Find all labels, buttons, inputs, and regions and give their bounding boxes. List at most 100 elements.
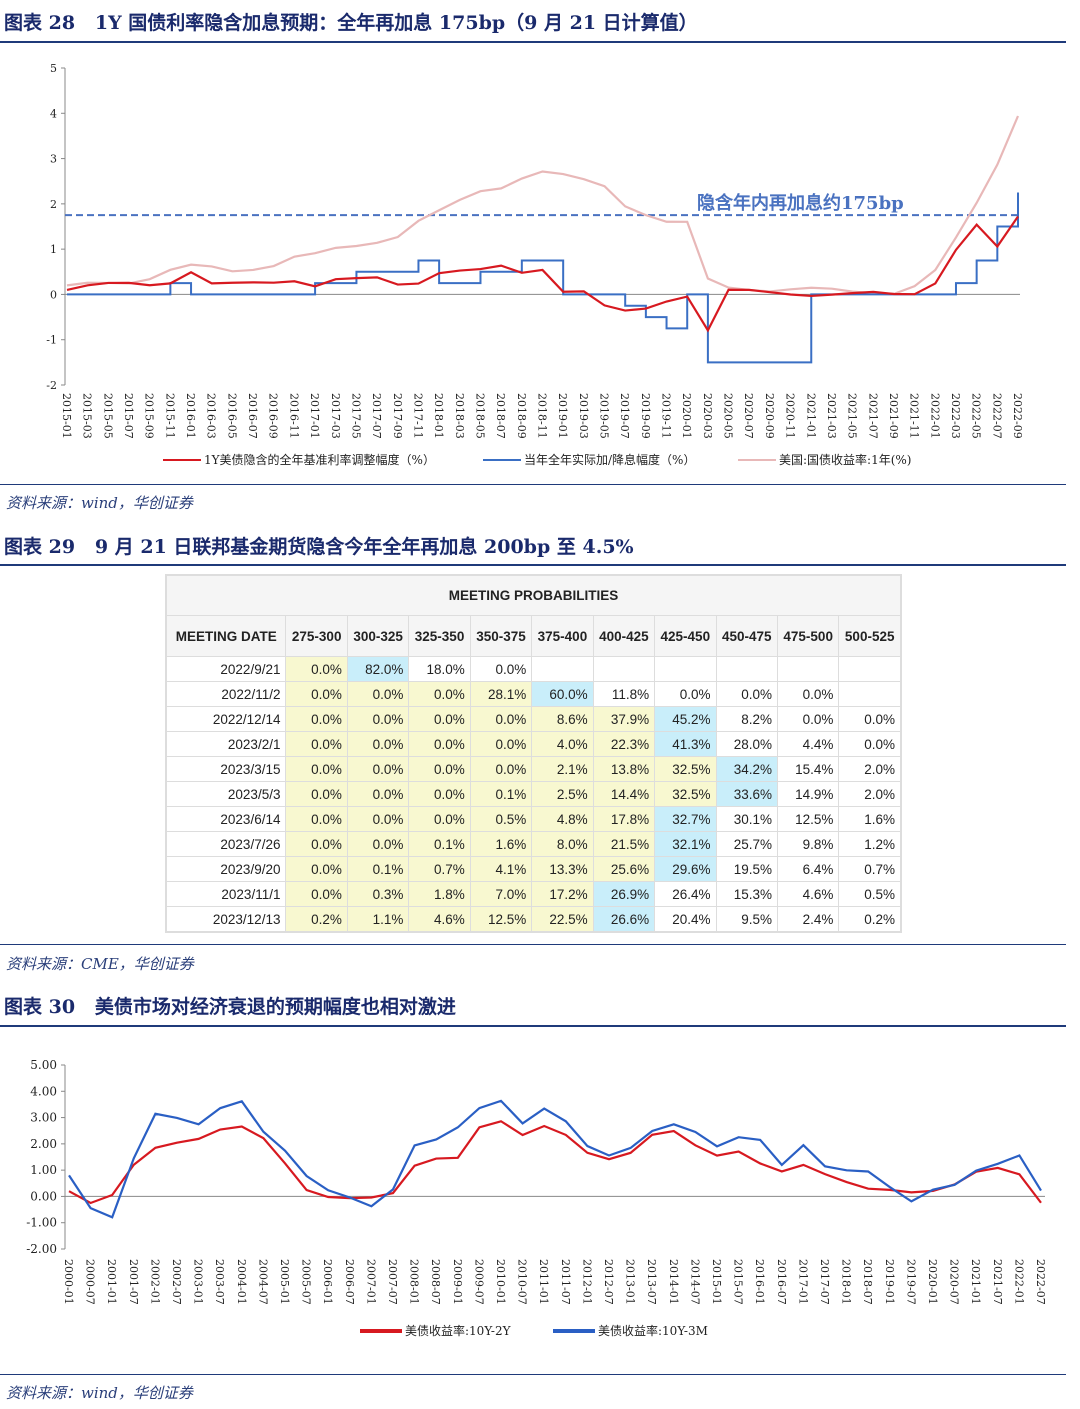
- table-caption: MEETING PROBABILITIES: [165, 574, 902, 616]
- column-header: 350-375: [469, 615, 533, 657]
- title-rule: [0, 1025, 1066, 1027]
- probability-cell: 20.4%: [654, 906, 717, 933]
- x-tick-label: 2019-07: [904, 1259, 917, 1305]
- figure29-title: 图表 29 9 月 21 日联邦基金期货隐含今年全年再加息 200bp 至 4.…: [4, 536, 634, 558]
- probability-cell: 15.4%: [776, 756, 840, 782]
- x-tick-label: 2018-07: [494, 393, 507, 439]
- probability-cell: 4.1%: [469, 856, 533, 882]
- probability-cell: [838, 656, 902, 682]
- probability-cell: 30.1%: [715, 806, 778, 832]
- column-header: 500-525: [838, 615, 902, 657]
- x-tick-label: 2007-01: [364, 1259, 377, 1305]
- column-header: 425-450: [654, 615, 717, 657]
- probability-cell: 0.0%: [285, 806, 348, 832]
- x-tick-label: 2015-03: [81, 393, 94, 439]
- series-line: [67, 192, 1019, 364]
- x-tick-label: 2018-01: [840, 1259, 853, 1305]
- meeting-probabilities-table: MEETING PROBABILITIES MEETING DATE 275-30…: [165, 574, 902, 933]
- probability-cell: 0.0%: [776, 706, 840, 732]
- x-tick-label: 2009-07: [472, 1259, 485, 1305]
- y-tick-label: 5.00: [30, 1058, 57, 1072]
- x-tick-label: 2021-01: [969, 1259, 982, 1305]
- probability-cell: 13.3%: [531, 856, 594, 882]
- probability-cell: 0.7%: [838, 856, 902, 882]
- column-header: 275-300: [285, 615, 348, 657]
- probability-cell: 0.0%: [285, 706, 348, 732]
- probability-cell: 22.3%: [592, 731, 656, 757]
- x-tick-label: 2003-01: [192, 1259, 205, 1305]
- probability-cell: 32.1%: [654, 831, 717, 857]
- y-tick-label: 3: [50, 153, 57, 166]
- probability-cell: 32.5%: [654, 756, 717, 782]
- probability-cell: 0.0%: [346, 831, 410, 857]
- probability-cell: 0.0%: [469, 656, 533, 682]
- probability-cell: 4.8%: [531, 806, 594, 832]
- x-tick-label: 2005-01: [278, 1259, 291, 1305]
- x-tick-label: 2015-05: [101, 393, 114, 439]
- probability-cell: 1.2%: [838, 831, 902, 857]
- x-tick-label: 2003-07: [213, 1259, 226, 1305]
- x-tick-label: 2017-09: [391, 393, 404, 439]
- y-tick-label: 3.00: [30, 1111, 57, 1125]
- x-tick-label: 2016-03: [205, 393, 218, 439]
- x-tick-label: 2017-01: [796, 1259, 809, 1305]
- y-tick-label: 5: [50, 62, 57, 75]
- chart-yield-curve-spreads: 5.00 4.00 3.00 2.00 1.00 0.00 -1.00 -2.00 2000-0…: [26, 1058, 1047, 1338]
- probability-cell: 45.2%: [654, 706, 717, 732]
- table-row: 2023/12/13 0.2% 1.1% 4.6% 12.5% 22.5% 26.6% 20.…: [165, 906, 902, 933]
- x-tick-label: 2021-09: [887, 393, 900, 439]
- meeting-date: 2023/6/14: [165, 806, 287, 832]
- legend-label: 1Y美债隐含的全年基准利率调整幅度（%）: [204, 452, 435, 467]
- x-tick-label: 2021-01: [804, 393, 817, 439]
- probability-cell: 0.0%: [285, 681, 348, 707]
- y-tick-label: 0.00: [30, 1189, 57, 1203]
- probability-cell: 15.3%: [715, 881, 778, 907]
- x-tick-label: 2022-07: [1034, 1259, 1047, 1305]
- probability-cell: 60.0%: [531, 681, 594, 707]
- y-tick-label: -2: [46, 379, 57, 392]
- probability-cell: 33.6%: [715, 781, 778, 807]
- x-tick-label: 2016-01: [184, 393, 197, 439]
- series-line: [68, 1099, 1042, 1219]
- probability-cell: 12.5%: [469, 906, 533, 933]
- x-tick-label: 2011-01: [537, 1259, 550, 1305]
- probability-cell: 0.0%: [654, 681, 717, 707]
- probability-cell: 13.8%: [592, 756, 656, 782]
- figure28-title: 图表 28 1Y 国债利率隐含加息预期：全年再加息 175bp（9 月 21 日…: [4, 12, 698, 34]
- probability-cell: 28.0%: [715, 731, 778, 757]
- table-row: 2023/3/15 0.0% 0.0% 0.0% 0.0% 2.1% 13.8% 32.5% 3…: [165, 756, 902, 782]
- y-tick-label: 4: [50, 107, 57, 120]
- probability-cell: 22.5%: [531, 906, 594, 933]
- probability-cell: 2.4%: [776, 906, 840, 933]
- legend-label: 美国:国债收益率:1年(%): [779, 452, 912, 467]
- x-tick-label: 2009-01: [451, 1259, 464, 1305]
- probability-cell: 0.1%: [408, 831, 471, 857]
- divider: [0, 944, 1066, 945]
- x-tick-label: 2020-07: [948, 1259, 961, 1305]
- x-tick-label: 2015-01: [710, 1259, 723, 1305]
- probability-cell: 0.2%: [285, 906, 348, 933]
- column-header: 300-325: [346, 615, 410, 657]
- probability-cell: 26.6%: [592, 906, 656, 933]
- probability-cell: 26.9%: [592, 881, 656, 907]
- table-row: 2022/11/2 0.0% 0.0% 0.0% 28.1% 60.0% 11.8% 0.0%…: [165, 681, 902, 707]
- x-tick-label: 2015-07: [732, 1259, 745, 1305]
- column-header: 475-500: [776, 615, 840, 657]
- series-line: [66, 215, 1019, 333]
- probability-cell: 0.0%: [408, 756, 471, 782]
- probability-cell: 41.3%: [654, 731, 717, 757]
- x-tick-label: 2000-01: [62, 1259, 75, 1305]
- probability-cell: 2.0%: [838, 756, 902, 782]
- y-tick-label: 4.00: [30, 1084, 57, 1098]
- probability-cell: 0.0%: [469, 731, 533, 757]
- x-tick-label: 2005-07: [300, 1259, 313, 1305]
- column-header: 325-350: [408, 615, 471, 657]
- probability-cell: 1.8%: [408, 881, 471, 907]
- probability-cell: 1.1%: [346, 906, 410, 933]
- probability-cell: 28.1%: [469, 681, 533, 707]
- probability-cell: 18.0%: [408, 656, 471, 682]
- column-header: 375-400: [531, 615, 594, 657]
- table-row: 2022/12/14 0.0% 0.0% 0.0% 0.0% 8.6% 37.9% 45.2%…: [165, 706, 902, 732]
- probability-cell: 9.8%: [776, 831, 840, 857]
- meeting-date: 2022/12/14: [165, 706, 287, 732]
